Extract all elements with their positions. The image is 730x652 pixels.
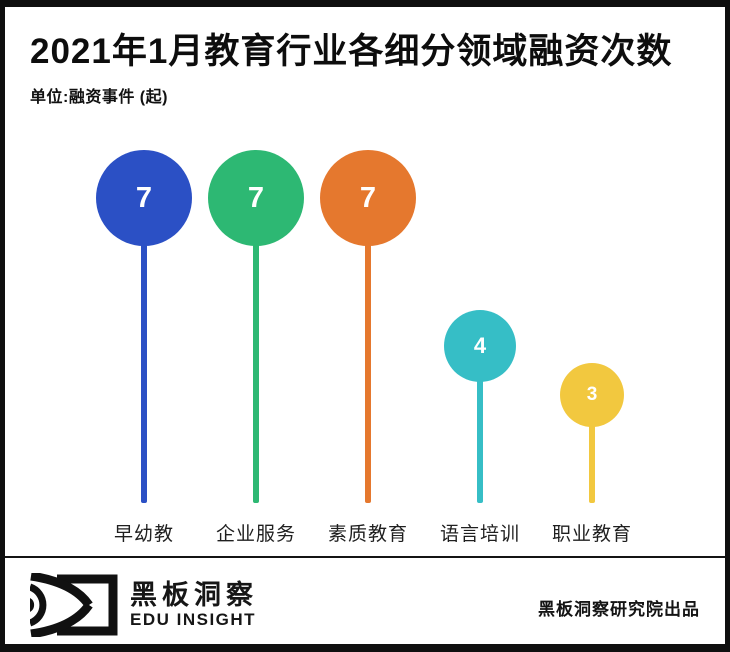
category-label: 企业服务: [215, 524, 296, 545]
category-label: 语言培训: [439, 524, 520, 545]
brand-logo: 黑板洞察 EDU INSIGHT: [30, 573, 258, 637]
logo-text-en: EDU INSIGHT: [130, 610, 257, 630]
category-label: 素质教育: [327, 524, 408, 545]
lollipop-circle: 7: [208, 150, 304, 246]
category-label: 早幼教: [113, 524, 174, 545]
lollipop-circle: 4: [444, 310, 516, 382]
value-label: 7: [247, 181, 265, 214]
value-label: 7: [359, 181, 377, 214]
lollipop-stem: [141, 243, 147, 503]
value-label: 7: [135, 181, 153, 214]
credit-text: 黑板洞察研究院出品: [538, 600, 700, 619]
logo-text-cn: 黑板洞察: [130, 580, 258, 611]
lollipop-stem: [589, 424, 595, 503]
unit-label: 单位:融资事件 (起): [30, 89, 168, 106]
eye-logo-icon: [30, 573, 118, 637]
value-label: 3: [586, 384, 598, 405]
content-area: 2021年1月教育行业各细分领域融资次数 单位:融资事件 (起) 7 早幼教 7 企业…: [5, 7, 725, 644]
lollipop-circle: 3: [560, 363, 624, 427]
lollipop-circle: 7: [320, 150, 416, 246]
lollipop-stem: [253, 243, 259, 503]
category-label: 职业教育: [551, 524, 632, 545]
page-title: 2021年1月教育行业各细分领域融资次数: [30, 32, 673, 71]
footer-divider: [5, 556, 725, 558]
logo-text-block: 黑板洞察 EDU INSIGHT: [130, 580, 258, 630]
lollipop-chart: 7 早幼教 7 企业服务 7 素质教育 4 语言培训 3 职业教育: [5, 7, 725, 555]
lollipop-circle: 7: [96, 150, 192, 246]
lollipop-stem: [365, 243, 371, 503]
value-label: 4: [473, 333, 487, 358]
lollipop-stem: [477, 379, 483, 503]
